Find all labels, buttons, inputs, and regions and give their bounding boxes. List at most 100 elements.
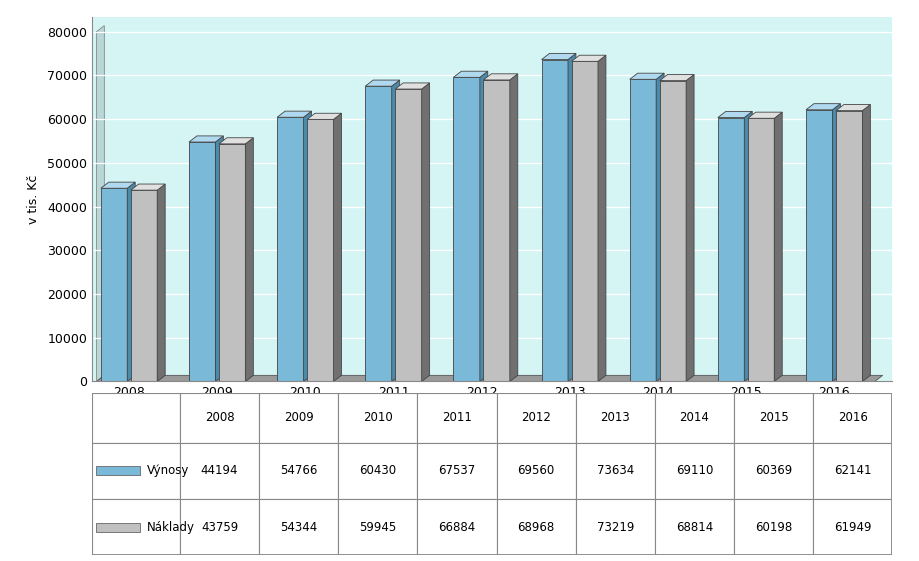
FancyBboxPatch shape xyxy=(259,443,338,499)
Polygon shape xyxy=(277,111,312,117)
Polygon shape xyxy=(567,53,575,381)
Polygon shape xyxy=(334,113,341,381)
FancyBboxPatch shape xyxy=(496,499,575,555)
Text: 73634: 73634 xyxy=(596,464,633,477)
Text: 2012: 2012 xyxy=(521,411,550,424)
Polygon shape xyxy=(365,80,399,86)
Polygon shape xyxy=(391,80,399,381)
Text: 2011: 2011 xyxy=(442,411,471,424)
Text: Výnosy: Výnosy xyxy=(146,464,188,477)
Text: 67537: 67537 xyxy=(438,464,475,477)
Polygon shape xyxy=(629,79,655,381)
Polygon shape xyxy=(805,110,832,381)
Polygon shape xyxy=(303,111,312,381)
Polygon shape xyxy=(805,104,839,110)
Polygon shape xyxy=(395,89,421,381)
FancyBboxPatch shape xyxy=(417,443,496,499)
Polygon shape xyxy=(157,184,165,381)
Polygon shape xyxy=(482,80,509,381)
Polygon shape xyxy=(453,77,480,381)
Polygon shape xyxy=(541,59,567,381)
Polygon shape xyxy=(655,73,664,381)
FancyBboxPatch shape xyxy=(96,523,140,532)
Polygon shape xyxy=(743,112,752,381)
Text: 43759: 43759 xyxy=(200,521,238,534)
Polygon shape xyxy=(277,117,303,381)
Text: Náklady: Náklady xyxy=(146,521,194,534)
Polygon shape xyxy=(421,83,429,381)
Polygon shape xyxy=(482,74,517,80)
FancyBboxPatch shape xyxy=(259,499,338,555)
FancyBboxPatch shape xyxy=(92,499,180,555)
Polygon shape xyxy=(571,55,606,61)
FancyBboxPatch shape xyxy=(733,499,812,555)
FancyBboxPatch shape xyxy=(92,443,180,499)
FancyBboxPatch shape xyxy=(575,443,654,499)
Text: 69110: 69110 xyxy=(675,464,712,477)
Text: 2016: 2016 xyxy=(837,411,867,424)
Text: 60430: 60430 xyxy=(359,464,396,477)
FancyBboxPatch shape xyxy=(812,393,891,443)
Polygon shape xyxy=(629,73,664,79)
Polygon shape xyxy=(219,144,245,381)
FancyBboxPatch shape xyxy=(812,499,891,555)
Polygon shape xyxy=(659,75,693,81)
FancyBboxPatch shape xyxy=(575,393,654,443)
FancyBboxPatch shape xyxy=(654,393,733,443)
Polygon shape xyxy=(245,138,253,381)
FancyBboxPatch shape xyxy=(338,499,417,555)
Polygon shape xyxy=(188,142,215,381)
Text: 2010: 2010 xyxy=(363,411,392,424)
Polygon shape xyxy=(307,119,334,381)
Polygon shape xyxy=(835,104,869,111)
Polygon shape xyxy=(101,188,127,381)
FancyBboxPatch shape xyxy=(496,443,575,499)
Polygon shape xyxy=(861,104,869,381)
Polygon shape xyxy=(453,71,487,77)
FancyBboxPatch shape xyxy=(812,443,891,499)
Text: 60198: 60198 xyxy=(754,521,791,534)
Text: 68814: 68814 xyxy=(675,521,712,534)
FancyBboxPatch shape xyxy=(733,393,812,443)
Polygon shape xyxy=(480,71,487,381)
Polygon shape xyxy=(541,53,575,59)
Text: 66884: 66884 xyxy=(438,521,475,534)
FancyBboxPatch shape xyxy=(96,466,140,475)
Text: 73219: 73219 xyxy=(596,521,633,534)
Polygon shape xyxy=(188,136,223,142)
FancyBboxPatch shape xyxy=(92,393,180,443)
Polygon shape xyxy=(832,104,839,381)
Text: 60369: 60369 xyxy=(754,464,791,477)
Polygon shape xyxy=(717,112,752,117)
Polygon shape xyxy=(659,81,686,381)
Text: 2013: 2013 xyxy=(600,411,630,424)
Text: 2014: 2014 xyxy=(679,411,709,424)
Text: 44194: 44194 xyxy=(200,464,238,477)
Text: 59945: 59945 xyxy=(358,521,396,534)
Polygon shape xyxy=(686,75,693,381)
Polygon shape xyxy=(509,74,517,381)
Text: 2009: 2009 xyxy=(284,411,313,424)
FancyBboxPatch shape xyxy=(654,443,733,499)
Polygon shape xyxy=(571,61,597,381)
FancyBboxPatch shape xyxy=(733,443,812,499)
Polygon shape xyxy=(96,375,881,381)
Text: 62141: 62141 xyxy=(834,464,870,477)
Polygon shape xyxy=(130,190,157,381)
FancyBboxPatch shape xyxy=(575,499,654,555)
FancyBboxPatch shape xyxy=(654,499,733,555)
Polygon shape xyxy=(717,117,743,381)
Text: 2008: 2008 xyxy=(205,411,234,424)
Polygon shape xyxy=(395,83,429,89)
Polygon shape xyxy=(219,138,253,144)
FancyBboxPatch shape xyxy=(338,393,417,443)
Polygon shape xyxy=(747,118,774,381)
Polygon shape xyxy=(96,26,104,381)
Text: 61949: 61949 xyxy=(834,521,870,534)
Text: 69560: 69560 xyxy=(517,464,554,477)
Polygon shape xyxy=(307,113,341,119)
FancyBboxPatch shape xyxy=(259,393,338,443)
Polygon shape xyxy=(215,136,223,381)
FancyBboxPatch shape xyxy=(180,443,259,499)
Y-axis label: v tis. Kč: v tis. Kč xyxy=(28,174,40,224)
